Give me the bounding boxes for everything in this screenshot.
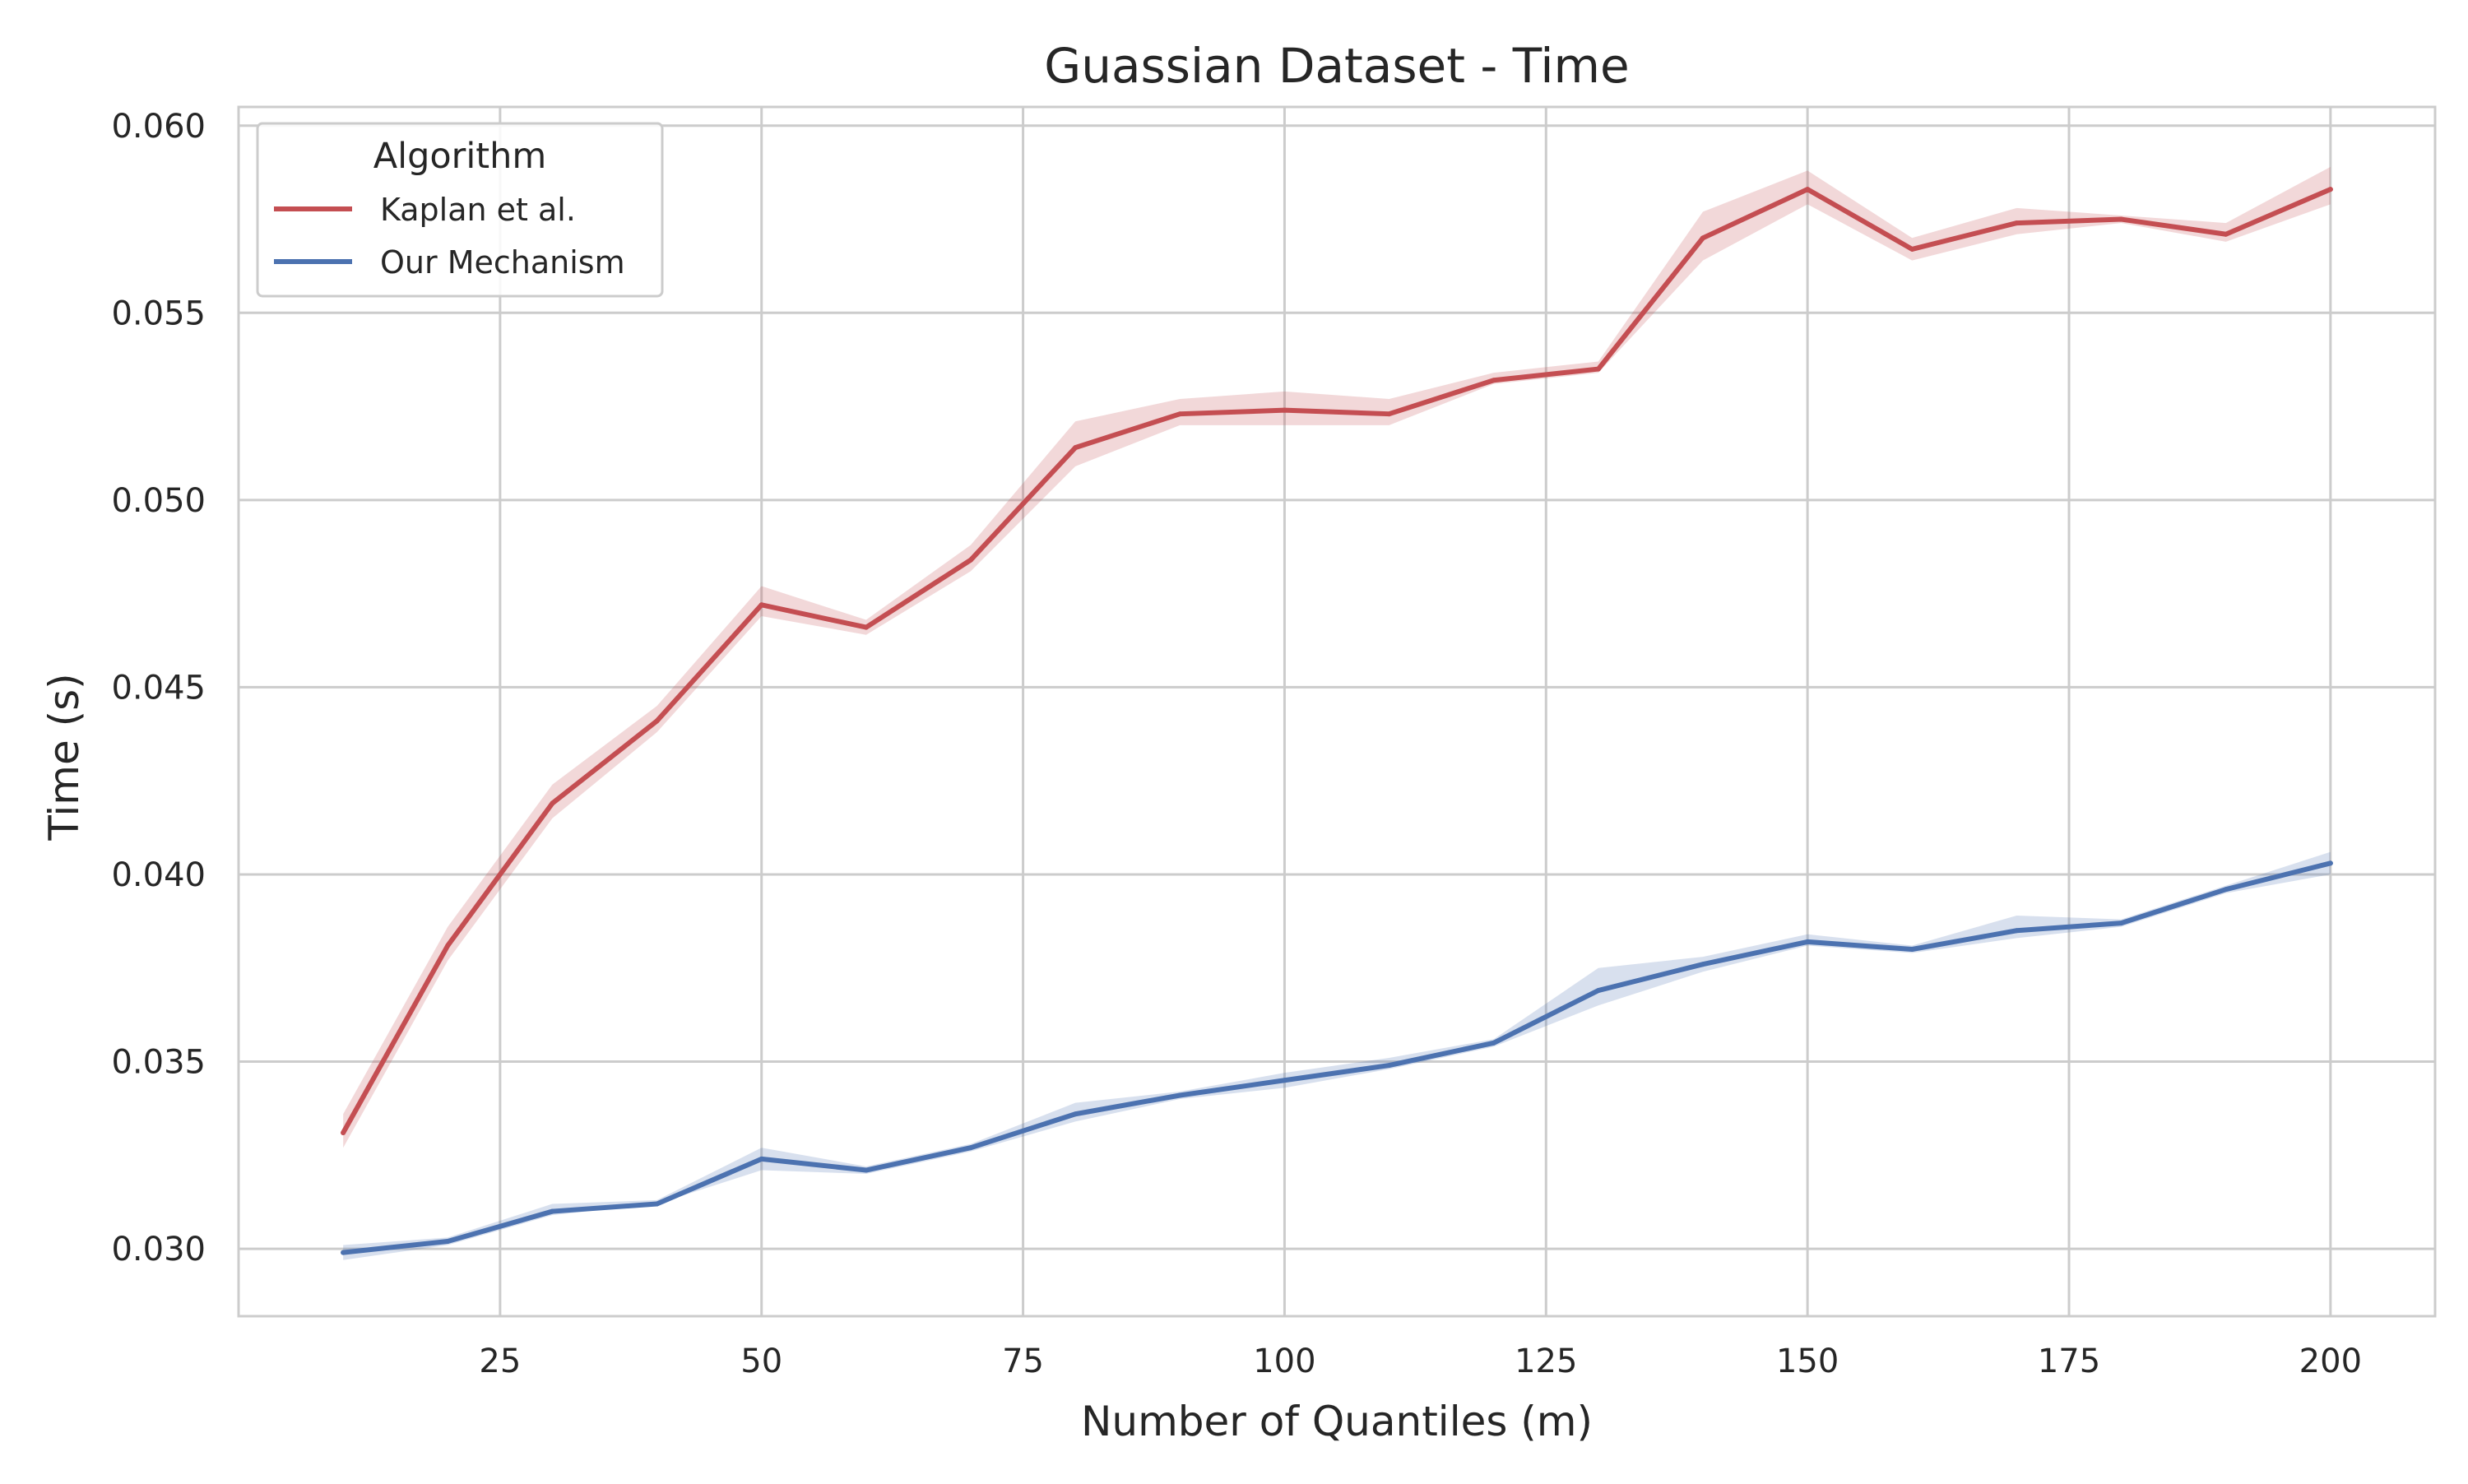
x-tick-label: 150 (1776, 1343, 1839, 1380)
y-tick-label: 0.045 (111, 669, 206, 707)
point-our-mechanism (1595, 988, 1601, 994)
point-our-mechanism (654, 1201, 660, 1207)
legend-label-our-mechanism: Our Mechanism (380, 244, 625, 281)
point-our-mechanism (758, 1156, 764, 1162)
point-our-mechanism (550, 1208, 555, 1214)
point-kaplan-et-al (1595, 366, 1601, 372)
point-our-mechanism (1386, 1063, 1392, 1069)
point-kaplan-et-al (1909, 246, 1915, 252)
legend-label-kaplan: Kaplan et al. (380, 192, 576, 228)
x-tick-label: 175 (2038, 1343, 2100, 1380)
point-our-mechanism (2118, 921, 2124, 926)
y-tick-label: 0.035 (111, 1044, 206, 1082)
point-kaplan-et-al (1073, 445, 1079, 451)
point-kaplan-et-al (968, 557, 973, 563)
point-kaplan-et-al (1700, 235, 1705, 241)
y-tick-label: 0.030 (111, 1231, 206, 1268)
point-kaplan-et-al (863, 624, 869, 630)
legend: Algorithm Kaplan et al. Our Mechanism (256, 122, 664, 298)
grid (239, 107, 2435, 1316)
x-tick-label: 75 (1002, 1343, 1044, 1380)
point-our-mechanism (2014, 928, 2020, 934)
line-our-mechanism (341, 860, 2333, 1255)
point-our-mechanism (863, 1167, 869, 1173)
point-kaplan-et-al (341, 1129, 346, 1135)
series-lines (341, 187, 2333, 1255)
x-tick-label: 200 (2299, 1343, 2362, 1380)
legend-title: Algorithm (373, 136, 547, 177)
y-tick-label: 0.040 (111, 856, 206, 894)
point-kaplan-et-al (1386, 411, 1392, 417)
point-our-mechanism (1700, 962, 1705, 967)
point-our-mechanism (2223, 887, 2229, 893)
point-kaplan-et-al (2223, 231, 2229, 237)
legend-box (256, 122, 664, 298)
y-axis-label: Time (s) (40, 673, 88, 841)
point-our-mechanism (445, 1238, 451, 1244)
point-our-mechanism (1491, 1040, 1496, 1046)
point-our-mechanism (968, 1145, 973, 1151)
y-tick-label: 0.055 (111, 294, 206, 332)
point-kaplan-et-al (2118, 216, 2124, 222)
point-our-mechanism (1805, 939, 1811, 944)
chart-title: Guassian Dataset - Time (1044, 38, 1629, 94)
point-kaplan-et-al (1282, 407, 1287, 413)
point-kaplan-et-al (2327, 187, 2333, 192)
x-tick-label: 25 (479, 1343, 521, 1380)
point-kaplan-et-al (654, 718, 660, 724)
x-tick-label: 125 (1515, 1343, 1577, 1380)
line-kaplan-et-al (341, 187, 2333, 1135)
point-our-mechanism (1909, 946, 1915, 952)
point-kaplan-et-al (1805, 187, 1811, 192)
point-our-mechanism (2327, 860, 2333, 866)
x-tick-label: 100 (1253, 1343, 1315, 1380)
point-kaplan-et-al (1177, 411, 1183, 417)
point-our-mechanism (1073, 1111, 1079, 1117)
plot-frame (237, 105, 2437, 1318)
x-axis-label: Number of Quantiles (m) (1081, 1398, 1593, 1445)
point-kaplan-et-al (445, 943, 451, 948)
point-our-mechanism (1282, 1078, 1287, 1083)
point-our-mechanism (341, 1250, 346, 1255)
point-kaplan-et-al (758, 602, 764, 608)
x-tick-label: 50 (740, 1343, 782, 1380)
point-kaplan-et-al (550, 800, 555, 806)
point-kaplan-et-al (2014, 220, 2020, 226)
point-kaplan-et-al (1491, 378, 1496, 383)
tick-labels: 0.030 0.035 0.040 0.045 0.050 0.055 0.060 25 50 7… (111, 108, 2362, 1380)
y-tick-label: 0.050 (111, 482, 206, 520)
y-tick-label: 0.060 (111, 108, 206, 146)
point-our-mechanism (1177, 1092, 1183, 1098)
